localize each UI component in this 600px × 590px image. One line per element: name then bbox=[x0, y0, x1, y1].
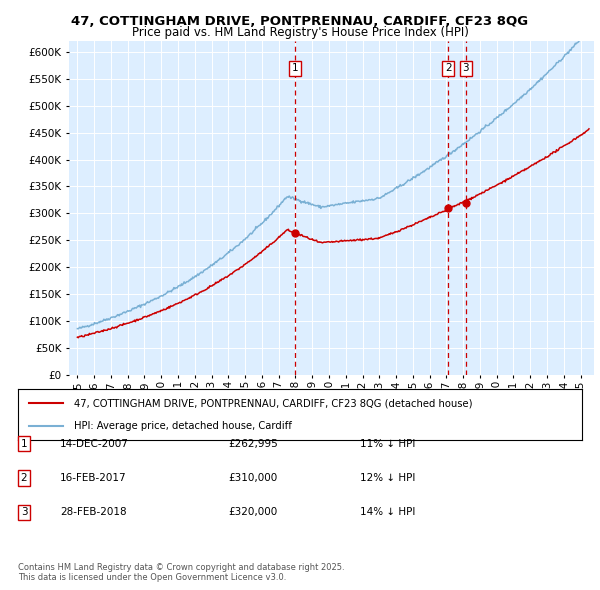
Text: 3: 3 bbox=[20, 507, 28, 517]
Text: 28-FEB-2018: 28-FEB-2018 bbox=[60, 507, 127, 517]
Text: 2: 2 bbox=[20, 473, 28, 483]
Text: 14-DEC-2007: 14-DEC-2007 bbox=[60, 439, 129, 448]
Text: HPI: Average price, detached house, Cardiff: HPI: Average price, detached house, Card… bbox=[74, 421, 292, 431]
Text: 16-FEB-2017: 16-FEB-2017 bbox=[60, 473, 127, 483]
Text: £320,000: £320,000 bbox=[228, 507, 277, 517]
Text: 2: 2 bbox=[445, 63, 452, 73]
Text: 3: 3 bbox=[463, 63, 469, 73]
Text: 1: 1 bbox=[292, 63, 298, 73]
Text: £262,995: £262,995 bbox=[228, 439, 278, 448]
Text: 47, COTTINGHAM DRIVE, PONTPRENNAU, CARDIFF, CF23 8QG: 47, COTTINGHAM DRIVE, PONTPRENNAU, CARDI… bbox=[71, 15, 529, 28]
Text: 11% ↓ HPI: 11% ↓ HPI bbox=[360, 439, 415, 448]
Text: Price paid vs. HM Land Registry's House Price Index (HPI): Price paid vs. HM Land Registry's House … bbox=[131, 26, 469, 39]
Text: 12% ↓ HPI: 12% ↓ HPI bbox=[360, 473, 415, 483]
Text: 1: 1 bbox=[20, 439, 28, 448]
Text: 47, COTTINGHAM DRIVE, PONTPRENNAU, CARDIFF, CF23 8QG (detached house): 47, COTTINGHAM DRIVE, PONTPRENNAU, CARDI… bbox=[74, 398, 473, 408]
Text: 14% ↓ HPI: 14% ↓ HPI bbox=[360, 507, 415, 517]
Text: £310,000: £310,000 bbox=[228, 473, 277, 483]
Text: Contains HM Land Registry data © Crown copyright and database right 2025.
This d: Contains HM Land Registry data © Crown c… bbox=[18, 563, 344, 582]
